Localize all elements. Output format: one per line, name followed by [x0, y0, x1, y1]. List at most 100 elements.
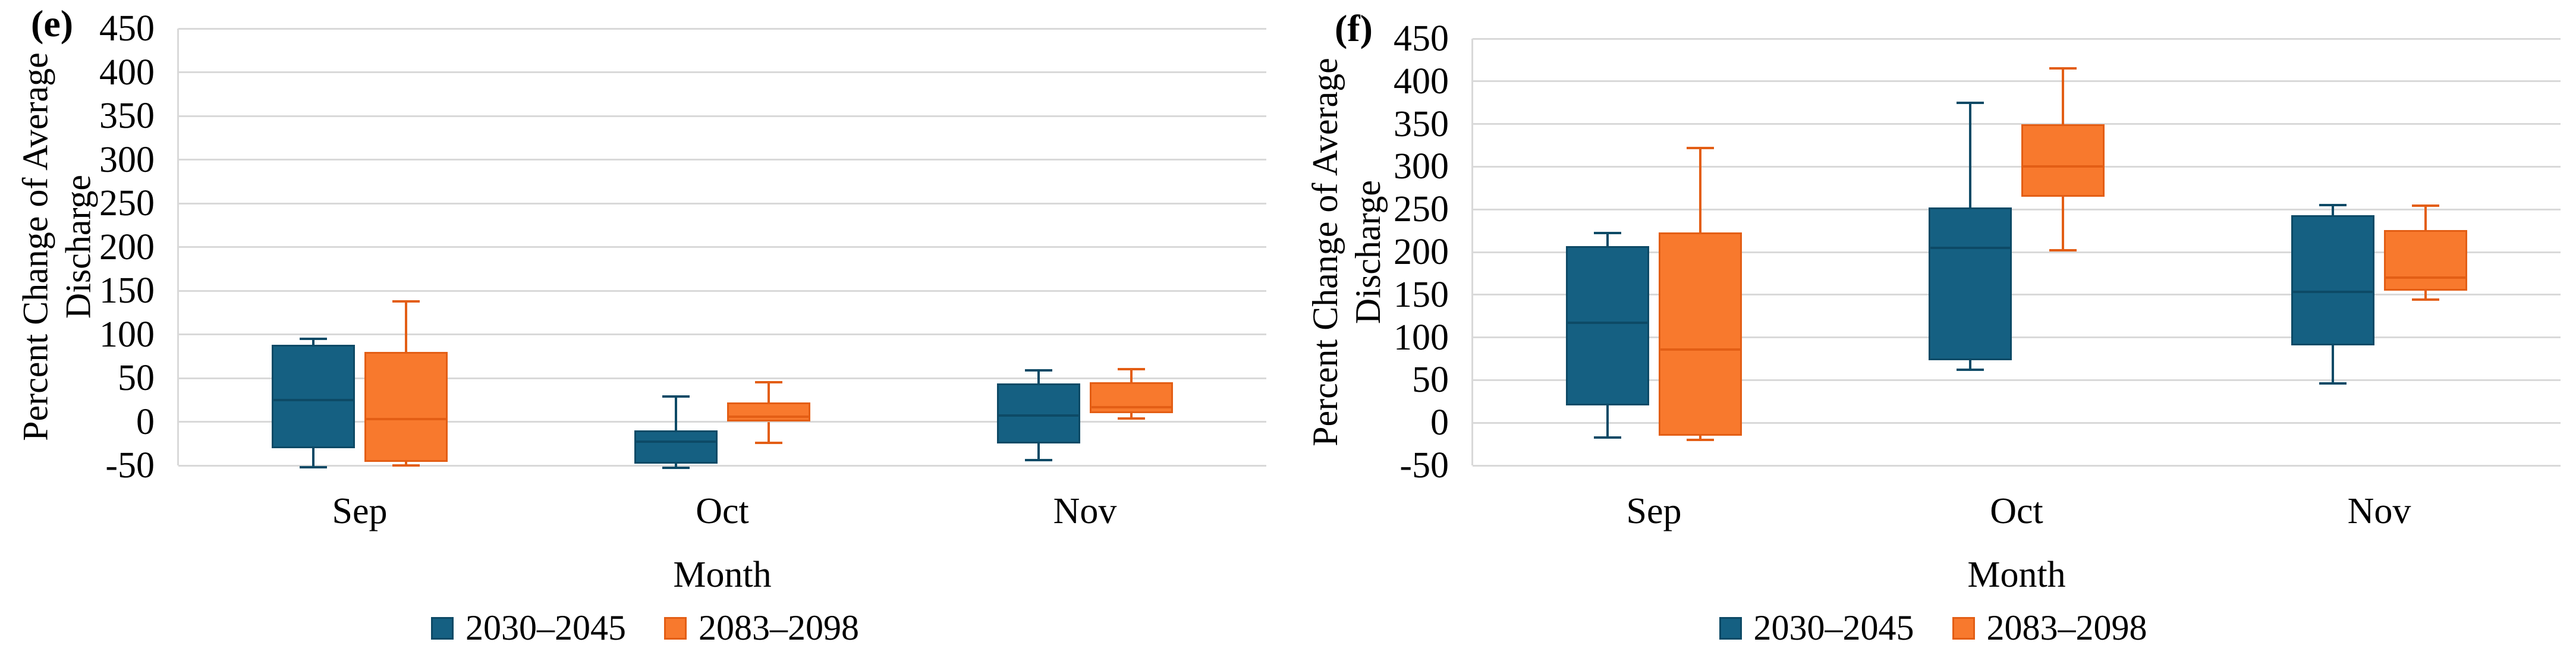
- box-2030-2045-nov: [2291, 215, 2374, 345]
- y-tick-label: 150: [1394, 274, 1449, 315]
- panel-label-f: (f): [1335, 7, 1373, 49]
- whisker-cap-high-2030-2045-sep: [300, 337, 327, 340]
- panel-f: (f) Percent Change of Average Discharge …: [1290, 0, 2576, 664]
- whisker-upper-2030-2045-sep: [312, 338, 314, 345]
- x-tick-label-oct: Oct: [696, 491, 749, 531]
- whisker-lower-2083-2098-nov: [1130, 413, 1133, 418]
- x-tick-label-nov: Nov: [2347, 491, 2411, 531]
- whisker-cap-high-2083-2098-oct: [2049, 67, 2077, 70]
- whisker-upper-2083-2098-oct: [768, 382, 770, 403]
- y-tick-label: -50: [105, 445, 155, 486]
- x-axis-title: Month: [673, 555, 772, 595]
- y-axis-line: [177, 29, 179, 465]
- legend: 2030–2045 2083–2098: [1290, 608, 2576, 649]
- box-2030-2045-sep: [1566, 246, 1649, 406]
- y-tick-label: 200: [99, 226, 155, 268]
- box-2030-2045-oct: [634, 430, 718, 464]
- box-2083-2098-oct: [727, 402, 810, 422]
- box-2030-2045-sep: [272, 345, 355, 448]
- median-2030-2045-sep: [1566, 322, 1649, 325]
- whisker-lower-2030-2045-sep: [312, 448, 314, 467]
- median-2083-2098-nov: [1090, 405, 1173, 408]
- whisker-lower-2030-2045-sep: [1606, 405, 1609, 438]
- gridline: [178, 464, 1266, 467]
- whisker-upper-2083-2098-nov: [1130, 369, 1133, 383]
- whisker-cap-high-2030-2045-nov: [1025, 369, 1052, 372]
- whisker-lower-2083-2098-oct: [768, 421, 770, 443]
- whisker-cap-high-2030-2045-oct: [662, 395, 690, 398]
- gridline: [178, 115, 1266, 117]
- legend-swatch-2030-2045: [431, 616, 454, 640]
- legend-swatch-2030-2045: [1719, 616, 1742, 640]
- gridline: [1473, 464, 2561, 467]
- whisker-cap-low-2083-2098-sep: [1687, 438, 1714, 441]
- gridline: [1473, 165, 2561, 168]
- box-2083-2098-oct: [2021, 124, 2105, 197]
- legend-swatch-2083-2098: [664, 616, 687, 640]
- plot-area: 450 400 350 300 250 200 150 100 50 0 -50 Sep Oct Nov: [1394, 18, 2561, 531]
- y-tick-label: 0: [136, 401, 155, 442]
- y-tick-label: 400: [1394, 61, 1449, 102]
- y-tick-label: 350: [1394, 103, 1449, 144]
- box-2030-2045-oct: [1929, 207, 2012, 361]
- whisker-upper-2030-2045-sep: [1606, 233, 1609, 246]
- gridline: [178, 246, 1266, 248]
- legend-item: 2083–2098: [1952, 608, 2147, 649]
- gridline: [178, 289, 1266, 292]
- gridline: [1473, 80, 2561, 83]
- y-tick-label: 100: [1394, 317, 1449, 358]
- x-tick-label-oct: Oct: [1990, 491, 2043, 531]
- gridline: [1473, 379, 2561, 381]
- box-2083-2098-nov: [2384, 229, 2467, 291]
- whisker-cap-low-2083-2098-nov: [1118, 417, 1145, 420]
- whisker-upper-2030-2045-nov: [2332, 205, 2334, 216]
- gridline: [178, 159, 1266, 161]
- gridline: [1473, 251, 2561, 253]
- whisker-lower-2083-2098-oct: [2062, 196, 2064, 251]
- whisker-cap-low-2030-2045-sep: [1594, 436, 1621, 439]
- y-tick-label: 300: [1394, 146, 1449, 187]
- y-tick-label: 400: [99, 52, 155, 93]
- legend-label: 2083–2098: [699, 608, 859, 647]
- median-2030-2045-oct: [634, 440, 718, 443]
- whisker-upper-2083-2098-sep: [1699, 147, 1701, 232]
- box-2083-2098-sep: [1659, 232, 1742, 436]
- whisker-cap-high-2083-2098-sep: [392, 300, 420, 303]
- whisker-cap-low-2083-2098-oct: [2049, 249, 2077, 252]
- y-tick-label: 250: [1394, 189, 1449, 230]
- y-tick-label: 350: [99, 96, 155, 136]
- whisker-upper-2030-2045-oct: [675, 396, 677, 431]
- whisker-lower-2083-2098-sep: [405, 462, 407, 465]
- panel-label-e: (e): [31, 2, 74, 45]
- y-tick-label: -50: [1399, 445, 1449, 486]
- whisker-cap-high-2030-2045-oct: [1957, 101, 1984, 104]
- whisker-lower-2083-2098-sep: [1699, 435, 1701, 440]
- y-tick-label: 300: [99, 139, 155, 180]
- median-2030-2045-nov: [997, 414, 1080, 417]
- whisker-cap-low-2030-2045-nov: [2319, 382, 2347, 385]
- panel-e: (e) Percent Change of Average Discharge …: [16, 2, 1266, 649]
- whisker-lower-2030-2045-nov: [1037, 443, 1040, 461]
- whisker-lower-2030-2045-oct: [675, 464, 677, 468]
- gridline: [1473, 208, 2561, 210]
- y-tick-label: 250: [99, 183, 155, 224]
- box-2083-2098-sep: [364, 351, 448, 462]
- y-axis-line: [1471, 39, 1473, 465]
- y-tick-label: 50: [118, 358, 155, 398]
- legend-label: 2030–2045: [1753, 608, 1914, 647]
- legend-item: 2030–2045: [431, 608, 626, 649]
- whisker-cap-low-2030-2045-oct: [1957, 369, 1984, 372]
- y-tick-label: 100: [99, 314, 155, 355]
- whisker-upper-2083-2098-sep: [405, 301, 407, 352]
- median-2083-2098-sep: [364, 418, 448, 421]
- gridline: [178, 421, 1266, 423]
- x-tick-label-sep: Sep: [332, 491, 388, 531]
- median-2030-2045-nov: [2291, 291, 2374, 294]
- y-tick-label: 0: [1430, 402, 1449, 443]
- whisker-cap-low-2083-2098-oct: [755, 441, 782, 444]
- whisker-cap-low-2030-2045-nov: [1025, 459, 1052, 462]
- whisker-cap-high-2030-2045-nov: [2319, 204, 2347, 207]
- gridline: [178, 27, 1266, 30]
- gridline: [178, 377, 1266, 379]
- median-2083-2098-nov: [2384, 276, 2467, 279]
